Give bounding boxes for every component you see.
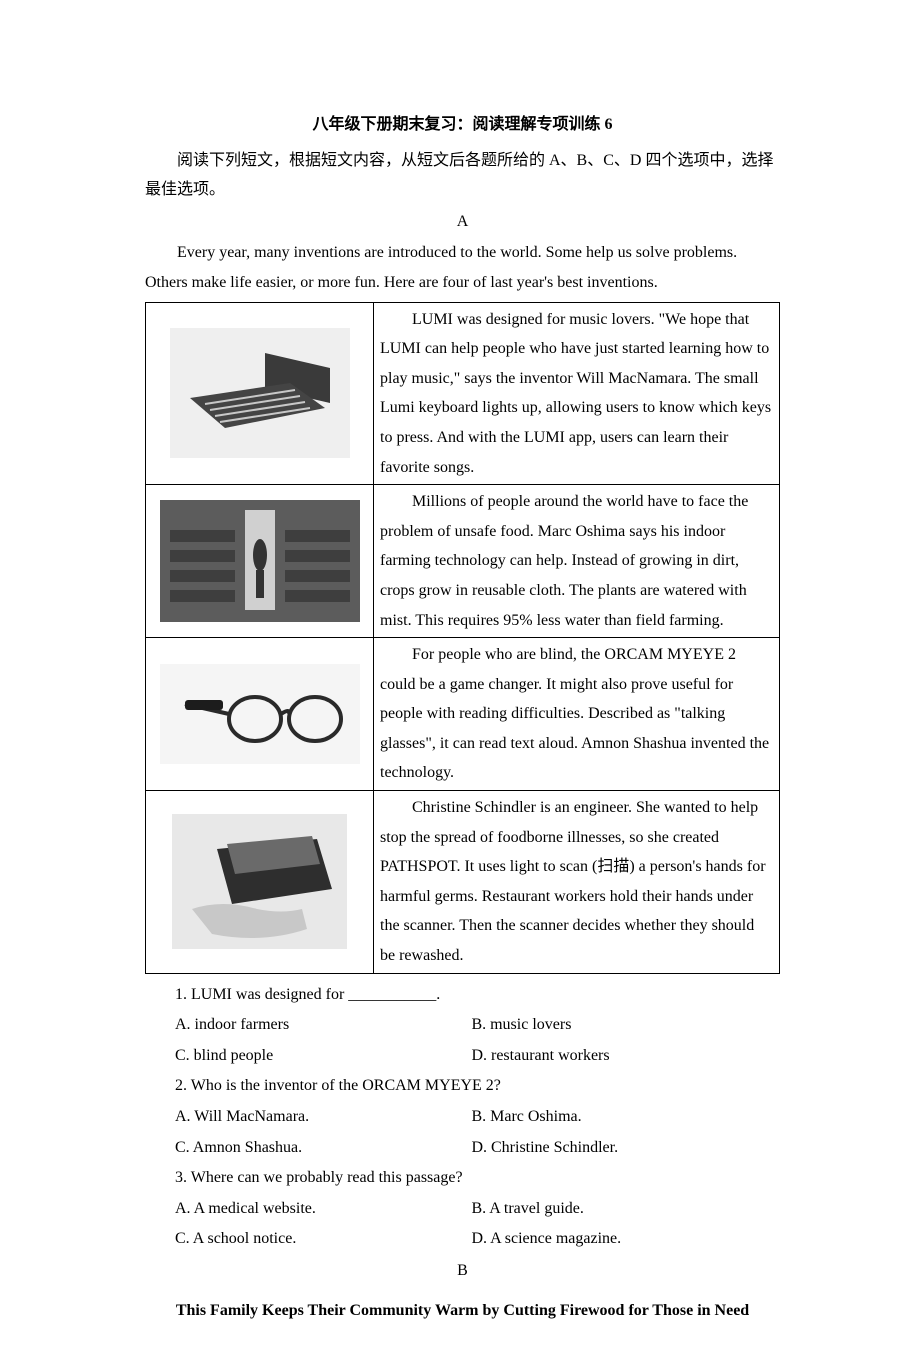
option-row: A. A medical website. B. A travel guide.	[175, 1194, 780, 1224]
option-c: C. A school notice.	[175, 1224, 471, 1254]
option-d: D. A science magazine.	[471, 1224, 780, 1254]
option-c: C. blind people	[175, 1041, 471, 1071]
section-b-title: This Family Keeps Their Community Warm b…	[145, 1296, 780, 1326]
invention-text: Christine Schindler is an engineer. She …	[374, 791, 780, 974]
option-row: A. Will MacNamara. B. Marc Oshima.	[175, 1102, 780, 1132]
option-a: A. A medical website.	[175, 1194, 471, 1224]
invention-text: LUMI was designed for music lovers. "We …	[374, 302, 780, 485]
table-row: LUMI was designed for music lovers. "We …	[146, 302, 780, 485]
option-a: A. indoor farmers	[175, 1010, 471, 1040]
option-row: A. indoor farmers B. music lovers	[175, 1010, 780, 1040]
option-d: D. Christine Schindler.	[471, 1133, 780, 1163]
pathspot-image	[172, 814, 347, 949]
table-row: Millions of people around the world have…	[146, 485, 780, 638]
invention-text: For people who are blind, the ORCAM MYEY…	[374, 638, 780, 791]
option-c: C. Amnon Shashua.	[175, 1133, 471, 1163]
table-row: For people who are blind, the ORCAM MYEY…	[146, 638, 780, 791]
image-cell	[146, 638, 374, 791]
section-a-intro: Every year, many inventions are introduc…	[145, 238, 780, 297]
section-b-label: B	[145, 1256, 780, 1286]
indoor-farming-image	[160, 500, 360, 622]
image-cell	[146, 485, 374, 638]
image-cell	[146, 302, 374, 485]
section-a-label: A	[145, 207, 780, 237]
option-b: B. Marc Oshima.	[471, 1102, 780, 1132]
option-d: D. restaurant workers	[471, 1041, 780, 1071]
image-cell	[146, 791, 374, 974]
inventions-table: LUMI was designed for music lovers. "We …	[145, 302, 780, 974]
option-b: B. music lovers	[471, 1010, 780, 1040]
page-title: 八年级下册期末复习：阅读理解专项训练 6	[145, 110, 780, 140]
option-row: C. blind people D. restaurant workers	[175, 1041, 780, 1071]
question-stem: 3. Where can we probably read this passa…	[175, 1163, 780, 1193]
invention-text: Millions of people around the world have…	[374, 485, 780, 638]
option-a: A. Will MacNamara.	[175, 1102, 471, 1132]
question-stem: 1. LUMI was designed for ___________.	[175, 980, 780, 1010]
lumi-keyboard-image	[170, 328, 350, 458]
option-b: B. A travel guide.	[471, 1194, 780, 1224]
table-row: Christine Schindler is an engineer. She …	[146, 791, 780, 974]
option-row: C. Amnon Shashua. D. Christine Schindler…	[175, 1133, 780, 1163]
glasses-image	[160, 664, 360, 764]
instruction-text: 阅读下列短文，根据短文内容，从短文后各题所给的 A、B、C、D 四个选项中，选择…	[145, 146, 780, 205]
question-stem: 2. Who is the inventor of the ORCAM MYEY…	[175, 1071, 780, 1101]
option-row: C. A school notice. D. A science magazin…	[175, 1224, 780, 1254]
questions-block: 1. LUMI was designed for ___________. A.…	[145, 980, 780, 1254]
